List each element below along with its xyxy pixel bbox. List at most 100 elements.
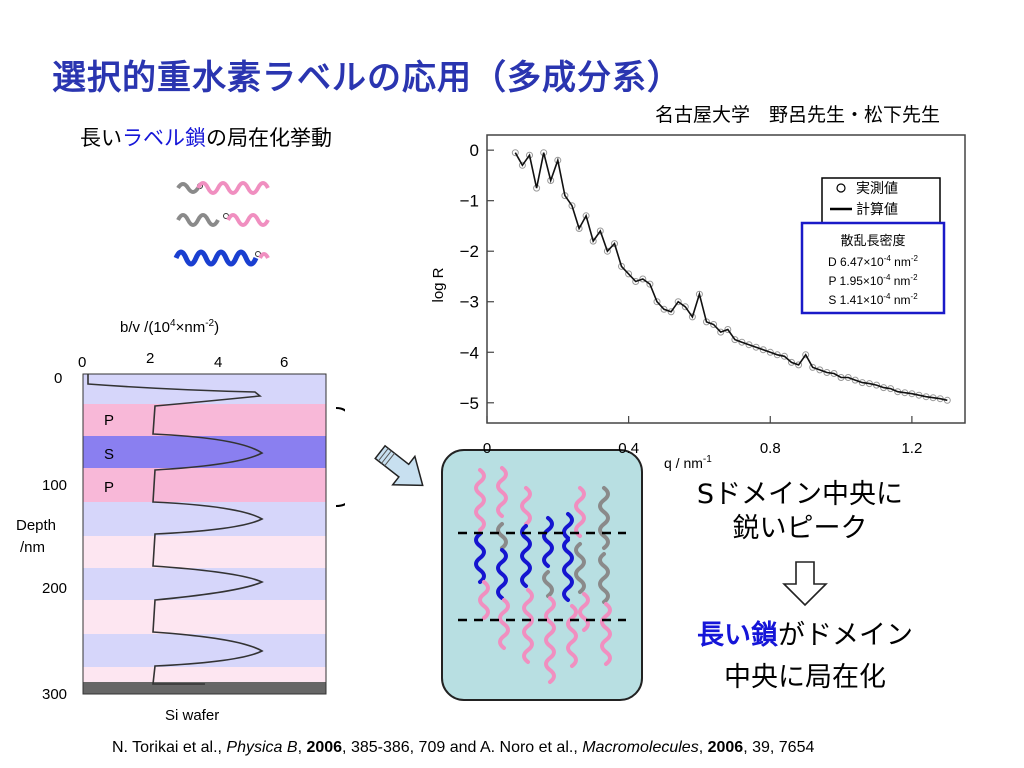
- measured-point: [603, 247, 611, 255]
- profile-xtick-4: 4: [214, 354, 222, 371]
- schematic-box: [441, 449, 643, 701]
- legend-measured-marker: [836, 183, 846, 193]
- measured-point: [639, 275, 647, 283]
- down-arrow-icon: [782, 561, 828, 607]
- legend-calculated: 計算値: [856, 201, 898, 217]
- measured-point: [802, 351, 810, 359]
- y-tick-label: −2: [460, 242, 479, 261]
- citation-end: , 39, 7654: [743, 739, 815, 756]
- subtitle-part1: 長い: [80, 126, 122, 150]
- subtitle-part3: の局在化挙動: [206, 126, 332, 150]
- y-ticks: 0 −1 −2 −3 −4 −5: [460, 141, 494, 413]
- conclusion-2-line1: 長い鎖がドメイン: [650, 615, 960, 657]
- measured-point: [611, 240, 618, 248]
- band-p1: [83, 404, 326, 436]
- measured-point: [738, 338, 746, 346]
- measured-point: [596, 227, 604, 235]
- subtitle: 長いラベル鎖の局在化挙動: [80, 122, 332, 152]
- infobox-line-s: S 1.41×10-4 nm-2: [828, 292, 918, 307]
- measured-point: [766, 348, 774, 356]
- measured-point: [745, 341, 753, 349]
- citation-year2: 2006: [707, 739, 744, 756]
- measured-point: [653, 298, 661, 306]
- arrow-icon: [374, 444, 424, 487]
- schematic-chains: [474, 466, 612, 684]
- measured-point: [724, 326, 732, 333]
- conclusion-1: Sドメイン中央に 鋭いピーク: [655, 478, 945, 546]
- profile-ytick-200: 200: [42, 580, 67, 597]
- infobox-line-d: D 6.47×10-4 nm-2: [828, 254, 919, 269]
- layer-label-p1: P: [104, 412, 114, 429]
- infobox-frame: [800, 221, 946, 315]
- series-measured: [511, 149, 951, 404]
- measured-point: [667, 308, 675, 316]
- citation-journal2: Macromolecules: [582, 739, 699, 756]
- sld-infobox: 散乱長密度 D 6.47×10-4 nm-2 P 1.95×10-4 nm-2 …: [800, 221, 946, 315]
- layer-label-p2: P: [104, 479, 114, 496]
- band-8: [83, 634, 326, 667]
- measured-point: [511, 149, 519, 157]
- measured-point: [646, 280, 654, 288]
- band-9: [83, 667, 326, 682]
- x-ticks: 0 0.4 0.8 1.2: [483, 416, 922, 457]
- band-p2: [83, 468, 326, 502]
- band-5: [83, 536, 326, 568]
- x-tick-label: 0.4: [618, 440, 639, 457]
- reflectivity-chart: 0 −1 −2 −3 −4 −5 0 0.4 0.8 1.2 log R q / nm-1 実測…: [430, 134, 966, 471]
- chain-schematic: [441, 449, 643, 701]
- measured-point: [674, 298, 682, 306]
- measured-point: [688, 313, 696, 321]
- citation-year1: 2006: [306, 739, 343, 756]
- y-tick-label: −3: [460, 293, 479, 312]
- conclusion-2-line2: 中央に局在化: [724, 662, 886, 693]
- measured-point: [795, 361, 803, 369]
- citation-sep2: ,: [698, 739, 708, 756]
- infobox-title: 散乱長密度: [840, 233, 905, 248]
- profile-ytick-0: 0: [54, 370, 62, 387]
- measured-point: [752, 343, 760, 351]
- citation-authors1: N. Torikai et al.,: [112, 739, 227, 756]
- x-tick-label: 0: [483, 440, 491, 457]
- chain-icon-long: [173, 249, 270, 267]
- conclusion-2-rest: がドメイン: [778, 620, 913, 651]
- citation-mid: , 385-386, 709 and A. Noro et al.,: [342, 739, 583, 756]
- y-tick-label: 0: [470, 141, 479, 160]
- measured-point: [632, 278, 640, 285]
- measured-point: [731, 336, 739, 344]
- measured-point: [710, 321, 718, 328]
- citation-sep1: ,: [297, 739, 307, 756]
- chain-icon-short: [176, 181, 270, 195]
- x-tick-label: 1.2: [901, 440, 922, 457]
- y-tick-label: −5: [460, 394, 479, 413]
- measured-point: [681, 303, 689, 311]
- legend-measured: 実測値: [856, 180, 898, 196]
- measured-point: [660, 305, 668, 313]
- measured-point: [518, 161, 526, 169]
- chain-icon-medium: [176, 213, 270, 227]
- si-wafer-band: [83, 682, 326, 694]
- profile-curve: [87, 374, 264, 685]
- y-tick-label: −1: [460, 192, 479, 211]
- profile-xlabel: b/v /(104×nm-2): [120, 318, 219, 336]
- affiliation: 名古屋大学 野呂先生・松下先生: [655, 104, 941, 126]
- x-axis-label: q / nm-1: [664, 454, 712, 471]
- chart-legend: 実測値 計算値: [821, 177, 941, 231]
- measured-point: [816, 366, 824, 374]
- citation: N. Torikai et al., Physica B, 2006, 385-…: [112, 739, 814, 757]
- subtitle-part2: ラベル鎖: [122, 126, 206, 150]
- measured-point: [618, 262, 625, 270]
- measured-point: [575, 225, 583, 232]
- measured-point: [809, 363, 817, 371]
- conclusion-2-highlight: 長い鎖: [697, 620, 778, 651]
- layer-label-s: S: [104, 446, 114, 463]
- profile-xtick-6: 6: [280, 354, 288, 371]
- slide-title: 選択的重水素ラベルの応用（多成分系）: [52, 58, 682, 98]
- conclusion-2: 長い鎖がドメイン 中央に局在化: [650, 615, 960, 699]
- profile-frame: [82, 373, 327, 695]
- series-calculated-line: [514, 152, 948, 402]
- measured-point: [851, 376, 859, 384]
- y-tick-label: −4: [460, 343, 479, 362]
- measured-point: [582, 212, 590, 220]
- depth-profile: b/v /(104×nm-2) 0 2 4 6 P S P 0 100 200 …: [16, 318, 345, 724]
- x-tick-label: 0.8: [760, 440, 781, 457]
